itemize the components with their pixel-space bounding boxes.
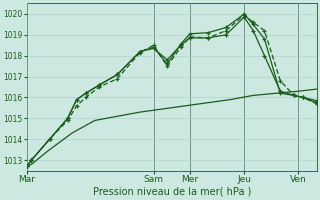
X-axis label: Pression niveau de la mer( hPa ): Pression niveau de la mer( hPa ) xyxy=(92,187,251,197)
